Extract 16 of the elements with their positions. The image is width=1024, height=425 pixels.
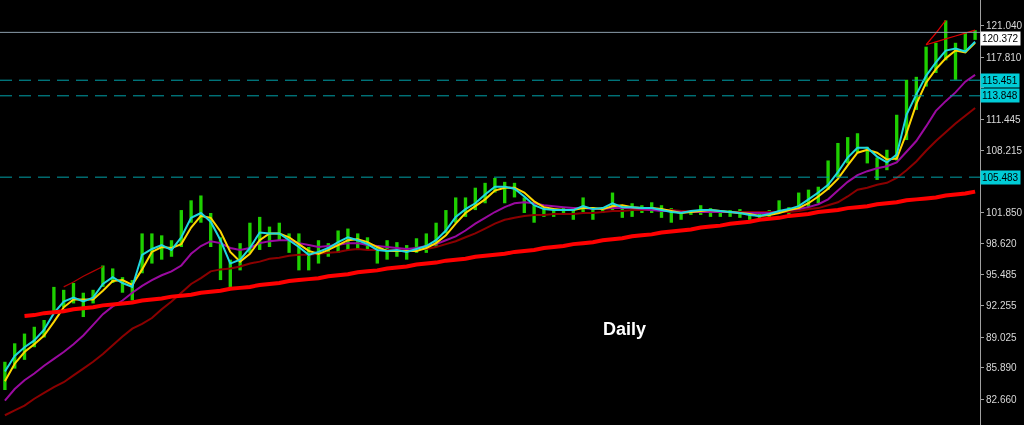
ref-line-label: 113.848: [982, 90, 1018, 101]
ref-line-label: 115.451: [982, 75, 1018, 86]
y-tick-label: 111.445: [986, 113, 1022, 125]
y-tick-label: 85.890: [986, 362, 1018, 374]
ref-line-label: 105.483: [982, 172, 1019, 183]
y-tick-label: 98.620: [986, 238, 1018, 250]
y-tick-label: 101.850: [986, 207, 1023, 218]
y-tick-label: 89.025: [986, 331, 1018, 343]
y-tick-label: 95.485: [986, 268, 1018, 280]
y-tick-label: 82.660: [986, 393, 1018, 405]
y-tick-label: 117.810: [986, 51, 1022, 63]
y-tick-label: 92.255: [986, 300, 1018, 312]
y-tick-label: 108.215: [986, 145, 1023, 157]
y-tick-label: 121.040: [986, 20, 1023, 32]
annotation: Daily: [603, 319, 647, 339]
ref-line-label: 120.372: [982, 33, 1019, 44]
